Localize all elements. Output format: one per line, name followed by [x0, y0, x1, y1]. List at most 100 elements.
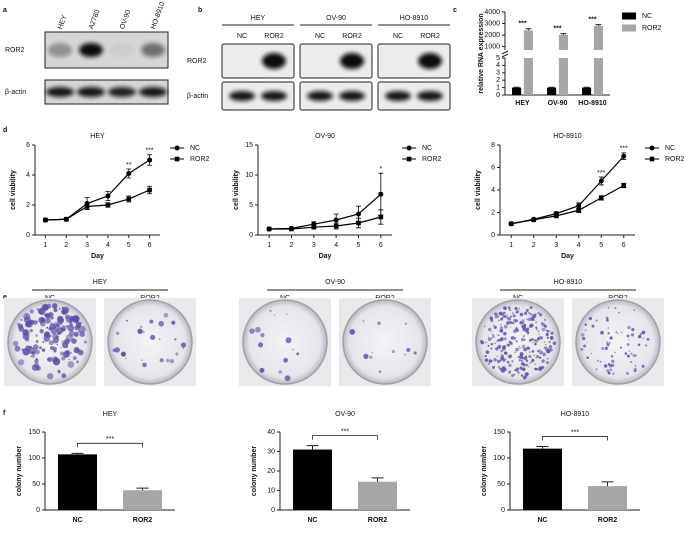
series-line — [45, 189, 150, 221]
marker — [289, 226, 294, 232]
panel-letter: a — [3, 7, 7, 14]
colony — [639, 332, 643, 336]
chart-title: HO-8910 — [553, 133, 582, 140]
y-tick-label: 4 — [26, 172, 30, 179]
colony — [61, 308, 68, 315]
legend-swatch — [622, 24, 636, 32]
x-tick-label: 3 — [554, 242, 558, 249]
blot-band — [110, 43, 134, 57]
colony — [527, 317, 532, 322]
colony — [619, 346, 622, 349]
y-tick-label: 100 — [493, 455, 505, 462]
blot-frame — [221, 43, 295, 79]
blot-row-label: ROR2 — [5, 47, 25, 54]
lane-label: A2780 — [88, 9, 102, 31]
colony — [142, 362, 147, 368]
colony — [520, 337, 525, 342]
colony — [628, 350, 631, 353]
colony — [524, 311, 528, 315]
colony — [529, 313, 533, 316]
colony — [31, 352, 33, 354]
colony — [534, 367, 538, 371]
y-tick-label: 30 — [267, 448, 275, 455]
colony — [531, 357, 533, 359]
colony — [595, 319, 598, 322]
colony — [39, 320, 46, 327]
bar — [582, 87, 592, 95]
colony — [165, 358, 170, 363]
colony — [363, 353, 369, 360]
colony — [516, 309, 519, 312]
colony — [603, 364, 608, 368]
x-tick-label: 5 — [357, 242, 361, 249]
x-tick-label: 4 — [106, 242, 110, 249]
legend-label: NC — [422, 145, 432, 152]
colony — [158, 320, 165, 327]
colony — [496, 359, 501, 364]
blot-band — [339, 91, 365, 101]
colony — [590, 352, 593, 355]
blot-frame — [299, 81, 373, 111]
colony — [495, 314, 499, 319]
colony — [36, 341, 38, 344]
colony — [522, 363, 526, 367]
colony — [114, 347, 120, 353]
colony — [525, 372, 529, 376]
colony — [59, 347, 62, 349]
colony — [582, 336, 586, 341]
colony — [484, 325, 486, 328]
colony — [18, 359, 25, 366]
colony — [541, 322, 544, 325]
colony — [488, 359, 493, 363]
colony — [506, 360, 510, 364]
colony — [487, 327, 492, 332]
colony — [529, 324, 533, 328]
colony — [534, 313, 537, 316]
colony — [48, 340, 54, 346]
colony — [141, 359, 143, 361]
blot-row-label: β-actin — [5, 89, 26, 96]
colony — [626, 343, 630, 346]
colony — [513, 337, 517, 340]
colony — [525, 363, 529, 367]
x-tick-label: NC — [72, 517, 82, 524]
x-tick-label: 5 — [127, 242, 131, 249]
y-axis-label: cell viability — [10, 170, 17, 210]
colony — [508, 371, 511, 374]
colony — [25, 345, 31, 351]
bar — [523, 448, 562, 510]
colony — [35, 334, 38, 337]
colony — [292, 348, 294, 351]
colony — [500, 337, 504, 341]
colony — [51, 303, 58, 309]
colony — [503, 324, 508, 329]
colony — [52, 333, 59, 340]
error-bar — [536, 446, 549, 449]
colony — [535, 326, 538, 329]
colony — [509, 320, 513, 325]
colony — [615, 331, 618, 333]
colony — [633, 309, 635, 311]
colony — [606, 343, 610, 347]
colony — [498, 319, 500, 322]
colony — [69, 351, 72, 355]
group-label: HEY — [93, 279, 108, 286]
colony — [525, 359, 529, 363]
x-tick-label: ROR2 — [133, 517, 153, 524]
colony — [522, 322, 525, 325]
colony — [633, 369, 637, 373]
colony — [488, 337, 492, 341]
significance-bracket — [77, 442, 143, 448]
colony — [518, 345, 520, 348]
colony — [20, 318, 23, 322]
blot-band — [340, 53, 364, 69]
colony — [531, 349, 535, 353]
lane-label: ROR2 — [420, 33, 440, 40]
x-tick-label: 4 — [334, 242, 338, 249]
colony — [546, 329, 550, 333]
colony — [630, 352, 633, 355]
colony — [539, 349, 541, 351]
colony — [75, 322, 82, 328]
panel-letter: f — [3, 410, 6, 417]
colony — [159, 358, 164, 363]
